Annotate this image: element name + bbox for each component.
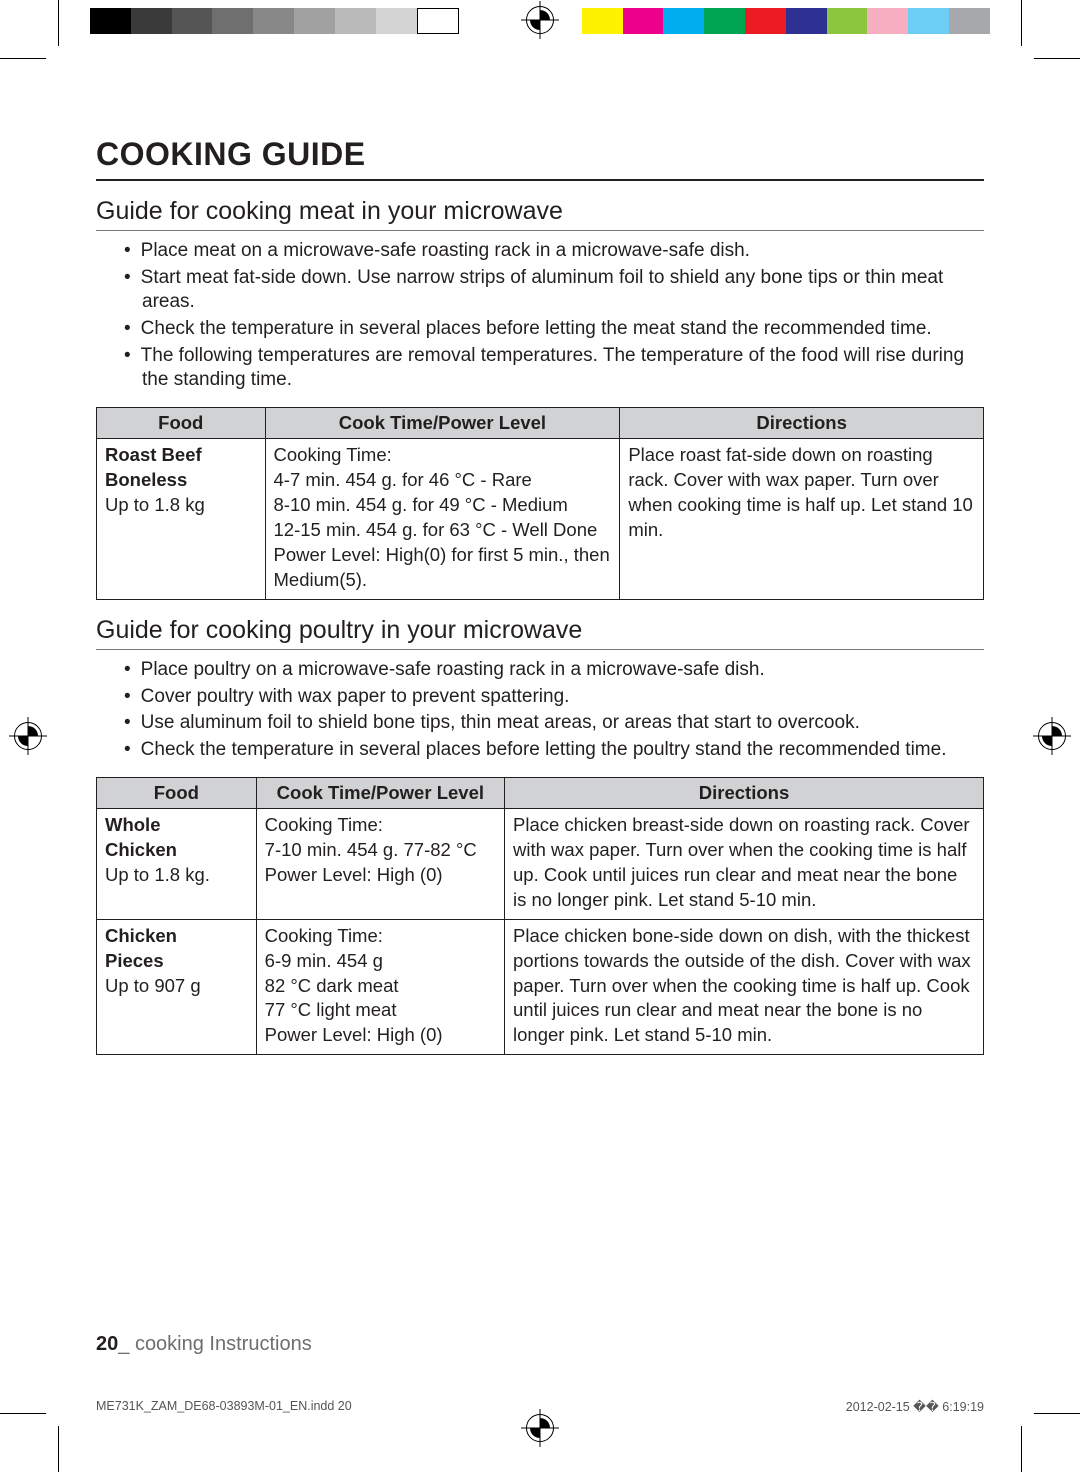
crop-mark-icon: [58, 0, 59, 46]
meat-table: FoodCook Time/Power LevelDirectionsRoast…: [96, 407, 984, 600]
list-item: Use aluminum foil to shield bone tips, t…: [124, 711, 984, 736]
cook-cell: Cooking Time:6-9 min. 454 g82 °C dark me…: [256, 919, 504, 1055]
table-header: Directions: [620, 408, 984, 439]
color-swatch: [376, 8, 417, 34]
table-header: Cook Time/Power Level: [256, 777, 504, 808]
slug-timestamp: 2012-02-15 �� 6:19:19: [846, 1399, 984, 1414]
print-slug: ME731K_ZAM_DE68-03893M-01_EN.indd 20 201…: [96, 1399, 984, 1414]
crop-mark-icon: [1034, 58, 1080, 59]
color-swatch: [663, 8, 704, 34]
page-footer: 20_ cooking Instructions: [96, 1333, 312, 1356]
registration-mark-icon: [526, 6, 554, 34]
page-content: COOKING GUIDE Guide for cooking meat in …: [96, 136, 984, 1362]
slug-filename: ME731K_ZAM_DE68-03893M-01_EN.indd 20: [96, 1399, 352, 1414]
cook-cell: Cooking Time:7-10 min. 454 g. 77-82 °CPo…: [256, 808, 504, 919]
poultry-table: FoodCook Time/Power LevelDirectionsWhole…: [96, 777, 984, 1056]
registration-mark-icon: [14, 722, 42, 750]
table-header: Food: [97, 777, 257, 808]
color-swatch: [253, 8, 294, 34]
color-swatch: [867, 8, 908, 34]
crop-mark-icon: [58, 1426, 59, 1472]
section-heading: Guide for cooking poultry in your microw…: [96, 616, 984, 650]
section-heading: Guide for cooking meat in your microwave: [96, 197, 984, 231]
food-cell: WholeChickenUp to 1.8 kg.: [97, 808, 257, 919]
color-swatch: [294, 8, 335, 34]
color-swatch: [131, 8, 172, 34]
directions-cell: Place chicken bone-side down on dish, wi…: [505, 919, 984, 1055]
page-number: 20: [96, 1333, 118, 1355]
food-cell: ChickenPiecesUp to 907 g: [97, 919, 257, 1055]
crop-mark-icon: [1021, 1426, 1022, 1472]
list-item: Start meat fat-side down. Use narrow str…: [124, 266, 984, 315]
list-item: The following temperatures are removal t…: [124, 344, 984, 393]
list-item: Place poultry on a microwave-safe roasti…: [124, 658, 984, 683]
color-swatch: [908, 8, 949, 34]
color-swatch: [827, 8, 868, 34]
table-row: WholeChickenUp to 1.8 kg.Cooking Time:7-…: [97, 808, 984, 919]
color-swatch: [90, 8, 131, 34]
color-swatch: [623, 8, 664, 34]
registration-mark-icon: [1038, 722, 1066, 750]
footer-section-name: cooking Instructions: [135, 1333, 312, 1355]
directions-cell: Place chicken breast-side down on roasti…: [505, 808, 984, 919]
crop-mark-icon: [1034, 1413, 1080, 1414]
color-swatch: [417, 8, 460, 34]
list-item: Place meat on a microwave-safe roasting …: [124, 239, 984, 264]
cook-cell: Cooking Time:4-7 min. 454 g. for 46 °C -…: [265, 439, 620, 600]
list-item: Check the temperature in several places …: [124, 317, 984, 342]
directions-cell: Place roast fat-side down on roasting ra…: [620, 439, 984, 600]
list-item: Cover poultry with wax paper to prevent …: [124, 685, 984, 710]
bullet-list: Place meat on a microwave-safe roasting …: [96, 239, 984, 393]
crop-mark-icon: [0, 1413, 46, 1414]
color-swatch: [745, 8, 786, 34]
table-header: Food: [97, 408, 266, 439]
page-title: COOKING GUIDE: [96, 136, 984, 181]
bullet-list: Place poultry on a microwave-safe roasti…: [96, 658, 984, 763]
table-header: Directions: [505, 777, 984, 808]
table-row: ChickenPiecesUp to 907 gCooking Time:6-9…: [97, 919, 984, 1055]
color-swatch: [172, 8, 213, 34]
table-row: Roast BeefBonelessUp to 1.8 kgCooking Ti…: [97, 439, 984, 600]
color-swatch: [335, 8, 376, 34]
color-swatch: [704, 8, 745, 34]
color-swatch: [786, 8, 827, 34]
registration-mark-icon: [526, 1414, 554, 1442]
crop-mark-icon: [0, 58, 46, 59]
crop-mark-icon: [1021, 0, 1022, 46]
color-swatch: [212, 8, 253, 34]
food-cell: Roast BeefBonelessUp to 1.8 kg: [97, 439, 266, 600]
color-swatch: [949, 8, 990, 34]
color-swatch: [582, 8, 623, 34]
list-item: Check the temperature in several places …: [124, 738, 984, 763]
table-header: Cook Time/Power Level: [265, 408, 620, 439]
